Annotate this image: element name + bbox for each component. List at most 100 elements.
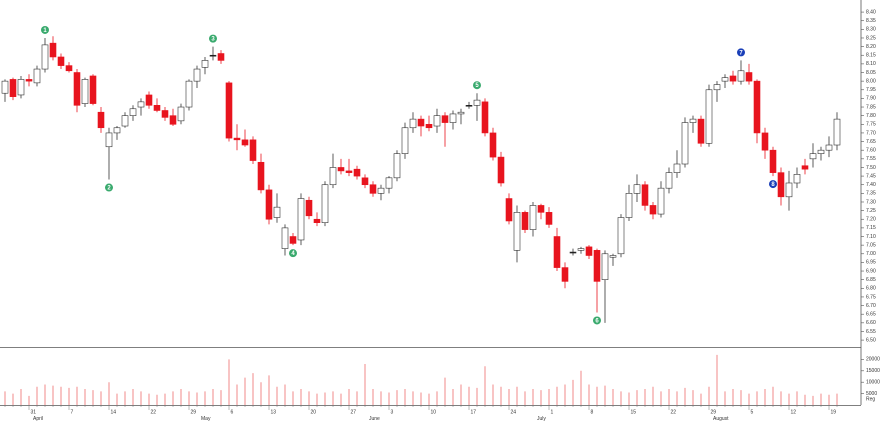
candle-body <box>385 177 393 189</box>
annotation-marker <box>41 25 49 34</box>
y-tick-label: 7.05 <box>866 242 876 248</box>
candle-body <box>281 227 289 249</box>
x-tick-label: 22 <box>151 409 157 415</box>
y-tick-label: 7.30 <box>866 199 876 205</box>
x-tick-label: 15 <box>631 409 637 415</box>
y-tick-label: 7.15 <box>866 225 876 231</box>
candle-body <box>561 267 569 282</box>
volume-tick-label: 5000 <box>866 391 877 397</box>
month-label: July <box>537 416 546 421</box>
x-tick-label: 7 <box>71 409 74 415</box>
candle-body <box>801 165 809 170</box>
annotation-label: 7 <box>739 50 743 56</box>
y-tick-label: 7.10 <box>866 234 876 240</box>
candle-body <box>153 105 161 111</box>
candle-body <box>65 65 73 72</box>
candle-body <box>297 198 305 241</box>
candle-body <box>809 153 817 160</box>
candle-body <box>641 184 649 206</box>
y-tick-label: 7.20 <box>866 217 876 223</box>
y-tick-label: 6.60 <box>866 320 876 326</box>
candle-body <box>177 106 185 122</box>
candle-body <box>721 77 729 82</box>
candle-body <box>201 60 209 68</box>
annotation-marker <box>769 180 777 189</box>
candle-body <box>57 56 65 66</box>
candle-body <box>593 250 601 282</box>
candle-body <box>497 156 505 184</box>
annotation-marker <box>289 249 297 258</box>
month-label: May <box>201 416 211 421</box>
candle-body <box>377 187 385 194</box>
candle-body <box>793 174 801 184</box>
x-tick-label: 17 <box>471 409 477 415</box>
annotation-marker <box>105 183 113 192</box>
y-tick-label: 7.65 <box>866 139 876 145</box>
candle-body <box>545 212 553 225</box>
candle-body <box>777 172 785 198</box>
candle-body <box>601 253 609 280</box>
annotation-marker <box>593 316 601 325</box>
candle-body <box>417 118 425 127</box>
candle-body <box>697 118 705 144</box>
candle-body <box>817 149 825 154</box>
volume-tick-label: 15000 <box>866 368 880 374</box>
candle-body <box>49 42 57 58</box>
y-tick-label: 8.35 <box>866 18 876 24</box>
x-tick-label: 5 <box>751 409 754 415</box>
candle-body <box>321 184 329 224</box>
candle-body <box>113 127 121 134</box>
candle-body <box>249 139 257 161</box>
candle-body <box>401 127 409 154</box>
candle-body <box>185 80 193 108</box>
candle-body <box>129 108 137 116</box>
y-tick-label: 8.20 <box>866 44 876 50</box>
annotation-label: 4 <box>291 251 295 257</box>
candle-body <box>481 101 489 134</box>
volume-tick-label: 20000 <box>866 357 880 363</box>
annotation-label: 3 <box>211 36 215 42</box>
x-tick-label: 14 <box>111 409 117 415</box>
candle-body <box>833 118 841 146</box>
candle-body <box>17 79 25 96</box>
candle-body <box>353 168 361 177</box>
candle-body <box>369 184 377 194</box>
month-label: August <box>713 416 729 421</box>
candle-body <box>713 84 721 91</box>
candle-body <box>161 110 169 118</box>
y-tick-label: 6.65 <box>866 312 876 318</box>
candle-body <box>241 139 249 146</box>
candle-body <box>513 212 521 251</box>
candle-body <box>433 115 441 127</box>
candle-body <box>529 205 537 230</box>
y-tick-label: 7.85 <box>866 104 876 110</box>
y-tick-label: 6.95 <box>866 260 876 266</box>
y-tick-label: 6.50 <box>866 337 876 343</box>
x-tick-label: 29 <box>191 409 197 415</box>
candle-body <box>689 118 697 123</box>
candle-body <box>761 132 769 151</box>
annotation-marker <box>209 34 217 43</box>
y-tick-label: 7.25 <box>866 208 876 214</box>
y-tick-label: 6.80 <box>866 286 876 292</box>
candle-body <box>649 205 657 215</box>
y-tick-label: 7.55 <box>866 156 876 162</box>
candle-body <box>1 80 9 94</box>
candle-body <box>753 80 761 134</box>
y-tick-label: 8.25 <box>866 35 876 41</box>
candle-body <box>657 187 665 215</box>
candle-body <box>449 113 457 123</box>
y-tick-label: 6.85 <box>866 277 876 283</box>
candle-body <box>681 122 689 165</box>
candle-body <box>489 132 497 158</box>
candle-body <box>473 99 481 106</box>
y-tick-label: 7.40 <box>866 182 876 188</box>
y-tick-label: 8.05 <box>866 70 876 76</box>
candle-body <box>537 205 545 213</box>
candle-body <box>745 72 753 82</box>
annotation-label: 5 <box>475 83 479 89</box>
x-tick-label: 6 <box>231 409 234 415</box>
x-tick-label: 27 <box>351 409 357 415</box>
